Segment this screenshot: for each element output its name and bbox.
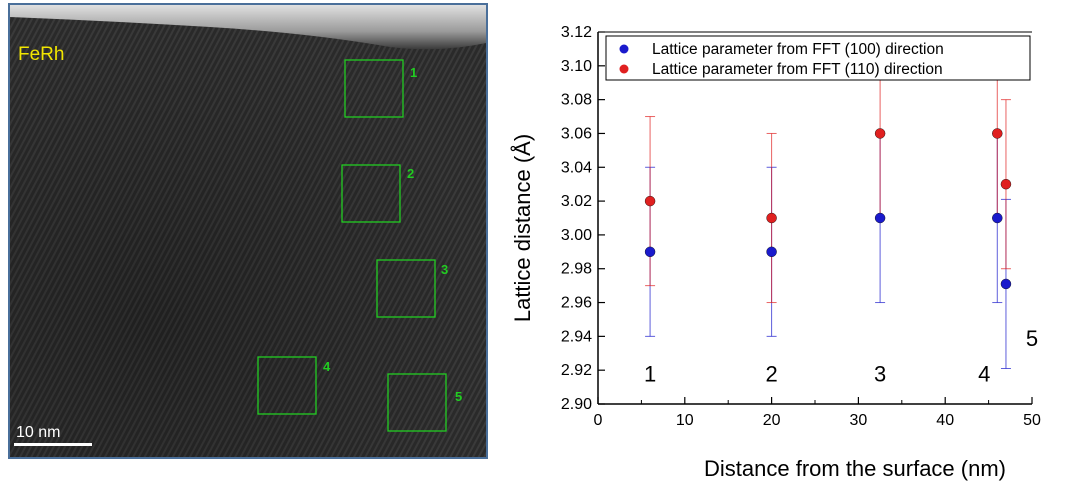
y-tick-label: 3.04	[561, 159, 592, 176]
chart-legend: Lattice parameter from FFT (100) directi…	[605, 35, 1031, 81]
point-number-label: 3	[874, 362, 886, 387]
legend-marker	[619, 44, 629, 54]
y-tick-label: 3.08	[561, 92, 592, 109]
legend-marker	[619, 64, 629, 74]
x-tick-label: 20	[763, 412, 781, 429]
y-axis-label: Lattice distance (Å)	[510, 134, 535, 322]
data-point	[874, 212, 886, 224]
data-point	[992, 212, 1003, 224]
point-number-label: 5	[1026, 326, 1038, 351]
y-tick-label: 3.02	[561, 193, 592, 210]
x-tick-label: 40	[936, 412, 954, 429]
x-tick-label: 0	[594, 412, 603, 429]
region-label-5: 5	[455, 389, 462, 404]
region-box-4	[257, 356, 317, 415]
point-number-label: 4	[978, 362, 990, 387]
point-number-label: 2	[765, 362, 777, 387]
lattice-chart: 0 10 20 30 40 50 2.90 2.92 2.94 2.96 2.98 3.00 3.02 3…	[510, 24, 1041, 481]
data-point	[992, 128, 1003, 139]
region-box-1	[344, 59, 404, 118]
data-point	[1000, 278, 1012, 290]
x-tick-label: 50	[1023, 412, 1041, 429]
y-tick-label: 3.10	[561, 58, 592, 75]
data-point	[766, 212, 777, 224]
region-label-2: 2	[407, 166, 414, 181]
region-box-3	[376, 259, 436, 318]
x-tick-label: 30	[850, 412, 868, 429]
micrograph-image: FeRh 1 2 3 4 5 10 nm	[10, 5, 486, 457]
point-number-label: 1	[644, 362, 656, 387]
data-point	[766, 246, 777, 258]
y-tick-label: 2.96	[561, 295, 592, 312]
legend-box	[605, 35, 1031, 81]
surface-layer	[10, 5, 486, 50]
chart-axes: 0 10 20 30 40 50 2.90 2.92 2.94 2.96 2.98 3.00 3.02 3…	[561, 24, 1041, 429]
tem-micrograph: FeRh 1 2 3 4 5 10 nm	[8, 3, 488, 459]
data-point	[874, 128, 886, 139]
x-tick-label: 10	[676, 412, 694, 429]
x-axis-label: Distance from the surface (nm)	[704, 456, 1006, 481]
region-label-3: 3	[441, 262, 448, 277]
region-box-5	[387, 373, 447, 432]
y-tick-label: 2.94	[561, 328, 592, 345]
data-point	[644, 246, 656, 258]
contrast-shading	[10, 5, 486, 457]
legend-entry: Lattice parameter from FFT (100) directi…	[652, 41, 944, 58]
region-label-1: 1	[410, 65, 417, 80]
data-point	[644, 195, 656, 207]
y-tick-label: 3.12	[561, 24, 592, 41]
y-tick-label: 3.06	[561, 125, 592, 142]
y-tick-label: 2.90	[561, 396, 592, 413]
chart-marks: 1 2 3 4 5	[644, 48, 1038, 387]
data-point	[1000, 178, 1012, 190]
scale-bar-label: 10 nm	[16, 424, 60, 441]
y-tick-label: 2.98	[561, 261, 592, 278]
y-tick-label: 3.00	[561, 227, 592, 244]
region-box-2	[341, 164, 401, 223]
legend-entry: Lattice parameter from FFT (110) directi…	[652, 61, 943, 78]
region-label-4: 4	[323, 359, 331, 374]
scale-bar	[14, 443, 92, 446]
y-tick-label: 2.92	[561, 362, 592, 379]
material-label: FeRh	[18, 44, 64, 65]
